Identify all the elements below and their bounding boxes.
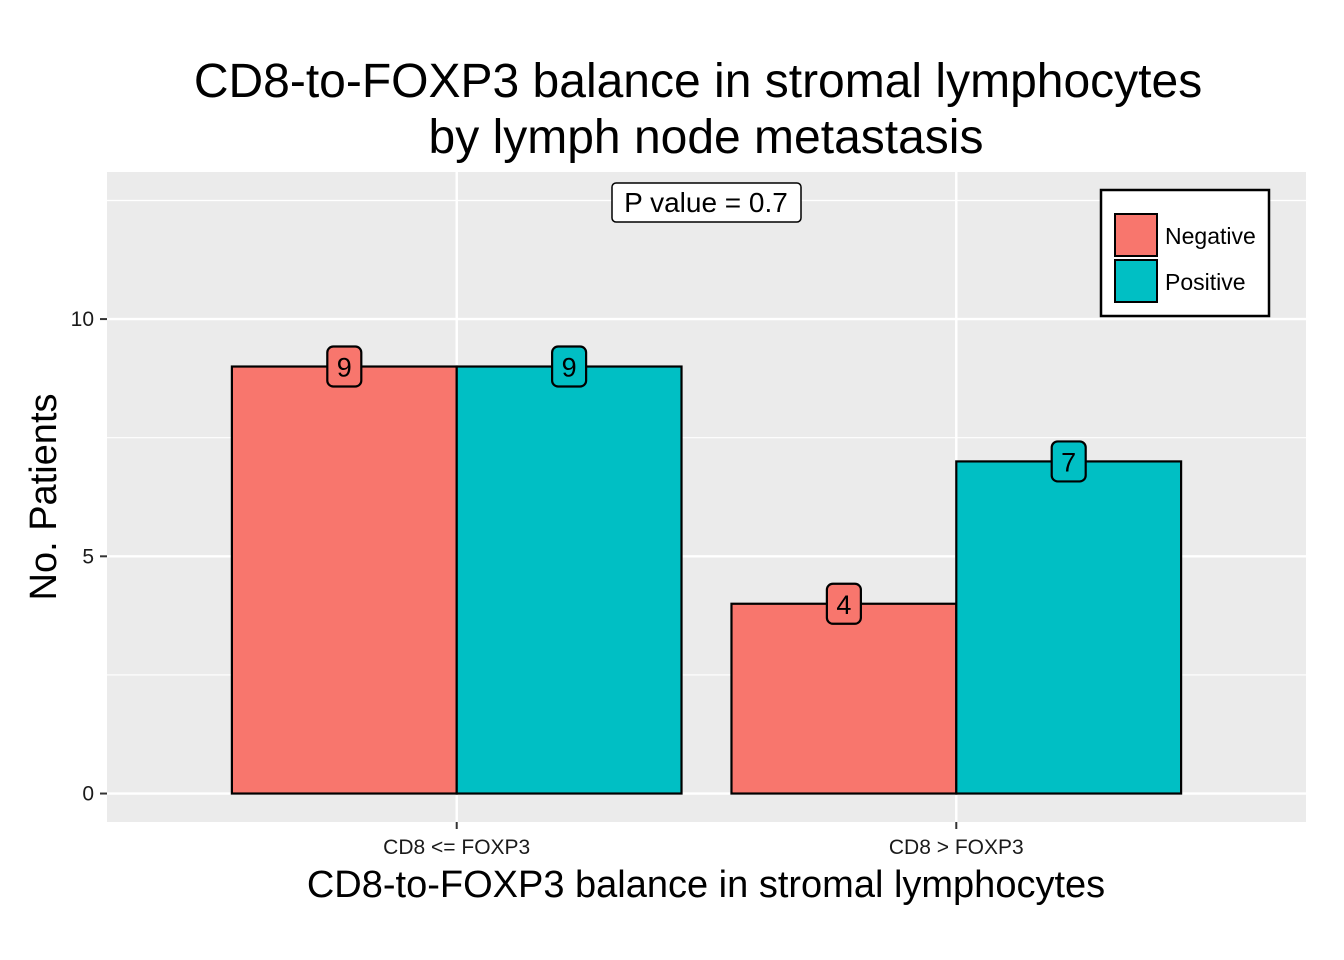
chart-title-line-2: by lymph node metastasis	[429, 111, 984, 164]
data-label-box-positive-1	[551, 345, 588, 388]
data-label-box-positive-2	[1050, 440, 1087, 483]
y-tick-label: 5	[82, 545, 94, 568]
legend: Negative Positive	[1099, 188, 1271, 318]
data-label-negative-2: 4	[836, 590, 851, 620]
bars	[230, 365, 1183, 795]
x-tick-label: CD8 > FOXP3	[889, 836, 1024, 859]
bar-positive-2	[955, 460, 1183, 795]
x-tick-label: CD8 <= FOXP3	[383, 836, 530, 859]
bar-labels: 9 9 4 7	[326, 345, 1087, 625]
bar-negative-2	[730, 602, 958, 795]
chart-title-line-1: CD8-to-FOXP3 balance in stromal lymphocy…	[194, 55, 1202, 108]
legend-key-positive	[1114, 259, 1158, 303]
x-axis-title: CD8-to-FOXP3 balance in stromal lymphocy…	[307, 864, 1105, 906]
legend-label-negative: Negative	[1165, 223, 1256, 249]
legend-key-negative	[1114, 213, 1158, 257]
p-value-annotation: P value = 0.7	[611, 182, 802, 223]
legend-label-positive: Positive	[1165, 269, 1246, 295]
y-axis-title: No. Patients	[23, 394, 65, 601]
y-axis: 0 5 10	[71, 308, 107, 806]
y-tick-label: 0	[82, 783, 94, 806]
data-label-positive-2: 7	[1061, 447, 1076, 477]
p-value-box	[611, 182, 802, 223]
data-label-box-negative-1	[326, 345, 363, 388]
data-label-box-negative-2	[825, 582, 862, 625]
bar-negative-1	[230, 365, 458, 795]
x-axis: CD8 <= FOXP3 CD8 > FOXP3	[383, 822, 1024, 859]
data-label-positive-1: 9	[562, 353, 577, 383]
bar-positive-1	[455, 365, 683, 795]
p-value-text: P value = 0.7	[624, 187, 788, 218]
y-tick-label: 10	[71, 308, 94, 331]
data-label-negative-1: 9	[337, 353, 352, 383]
